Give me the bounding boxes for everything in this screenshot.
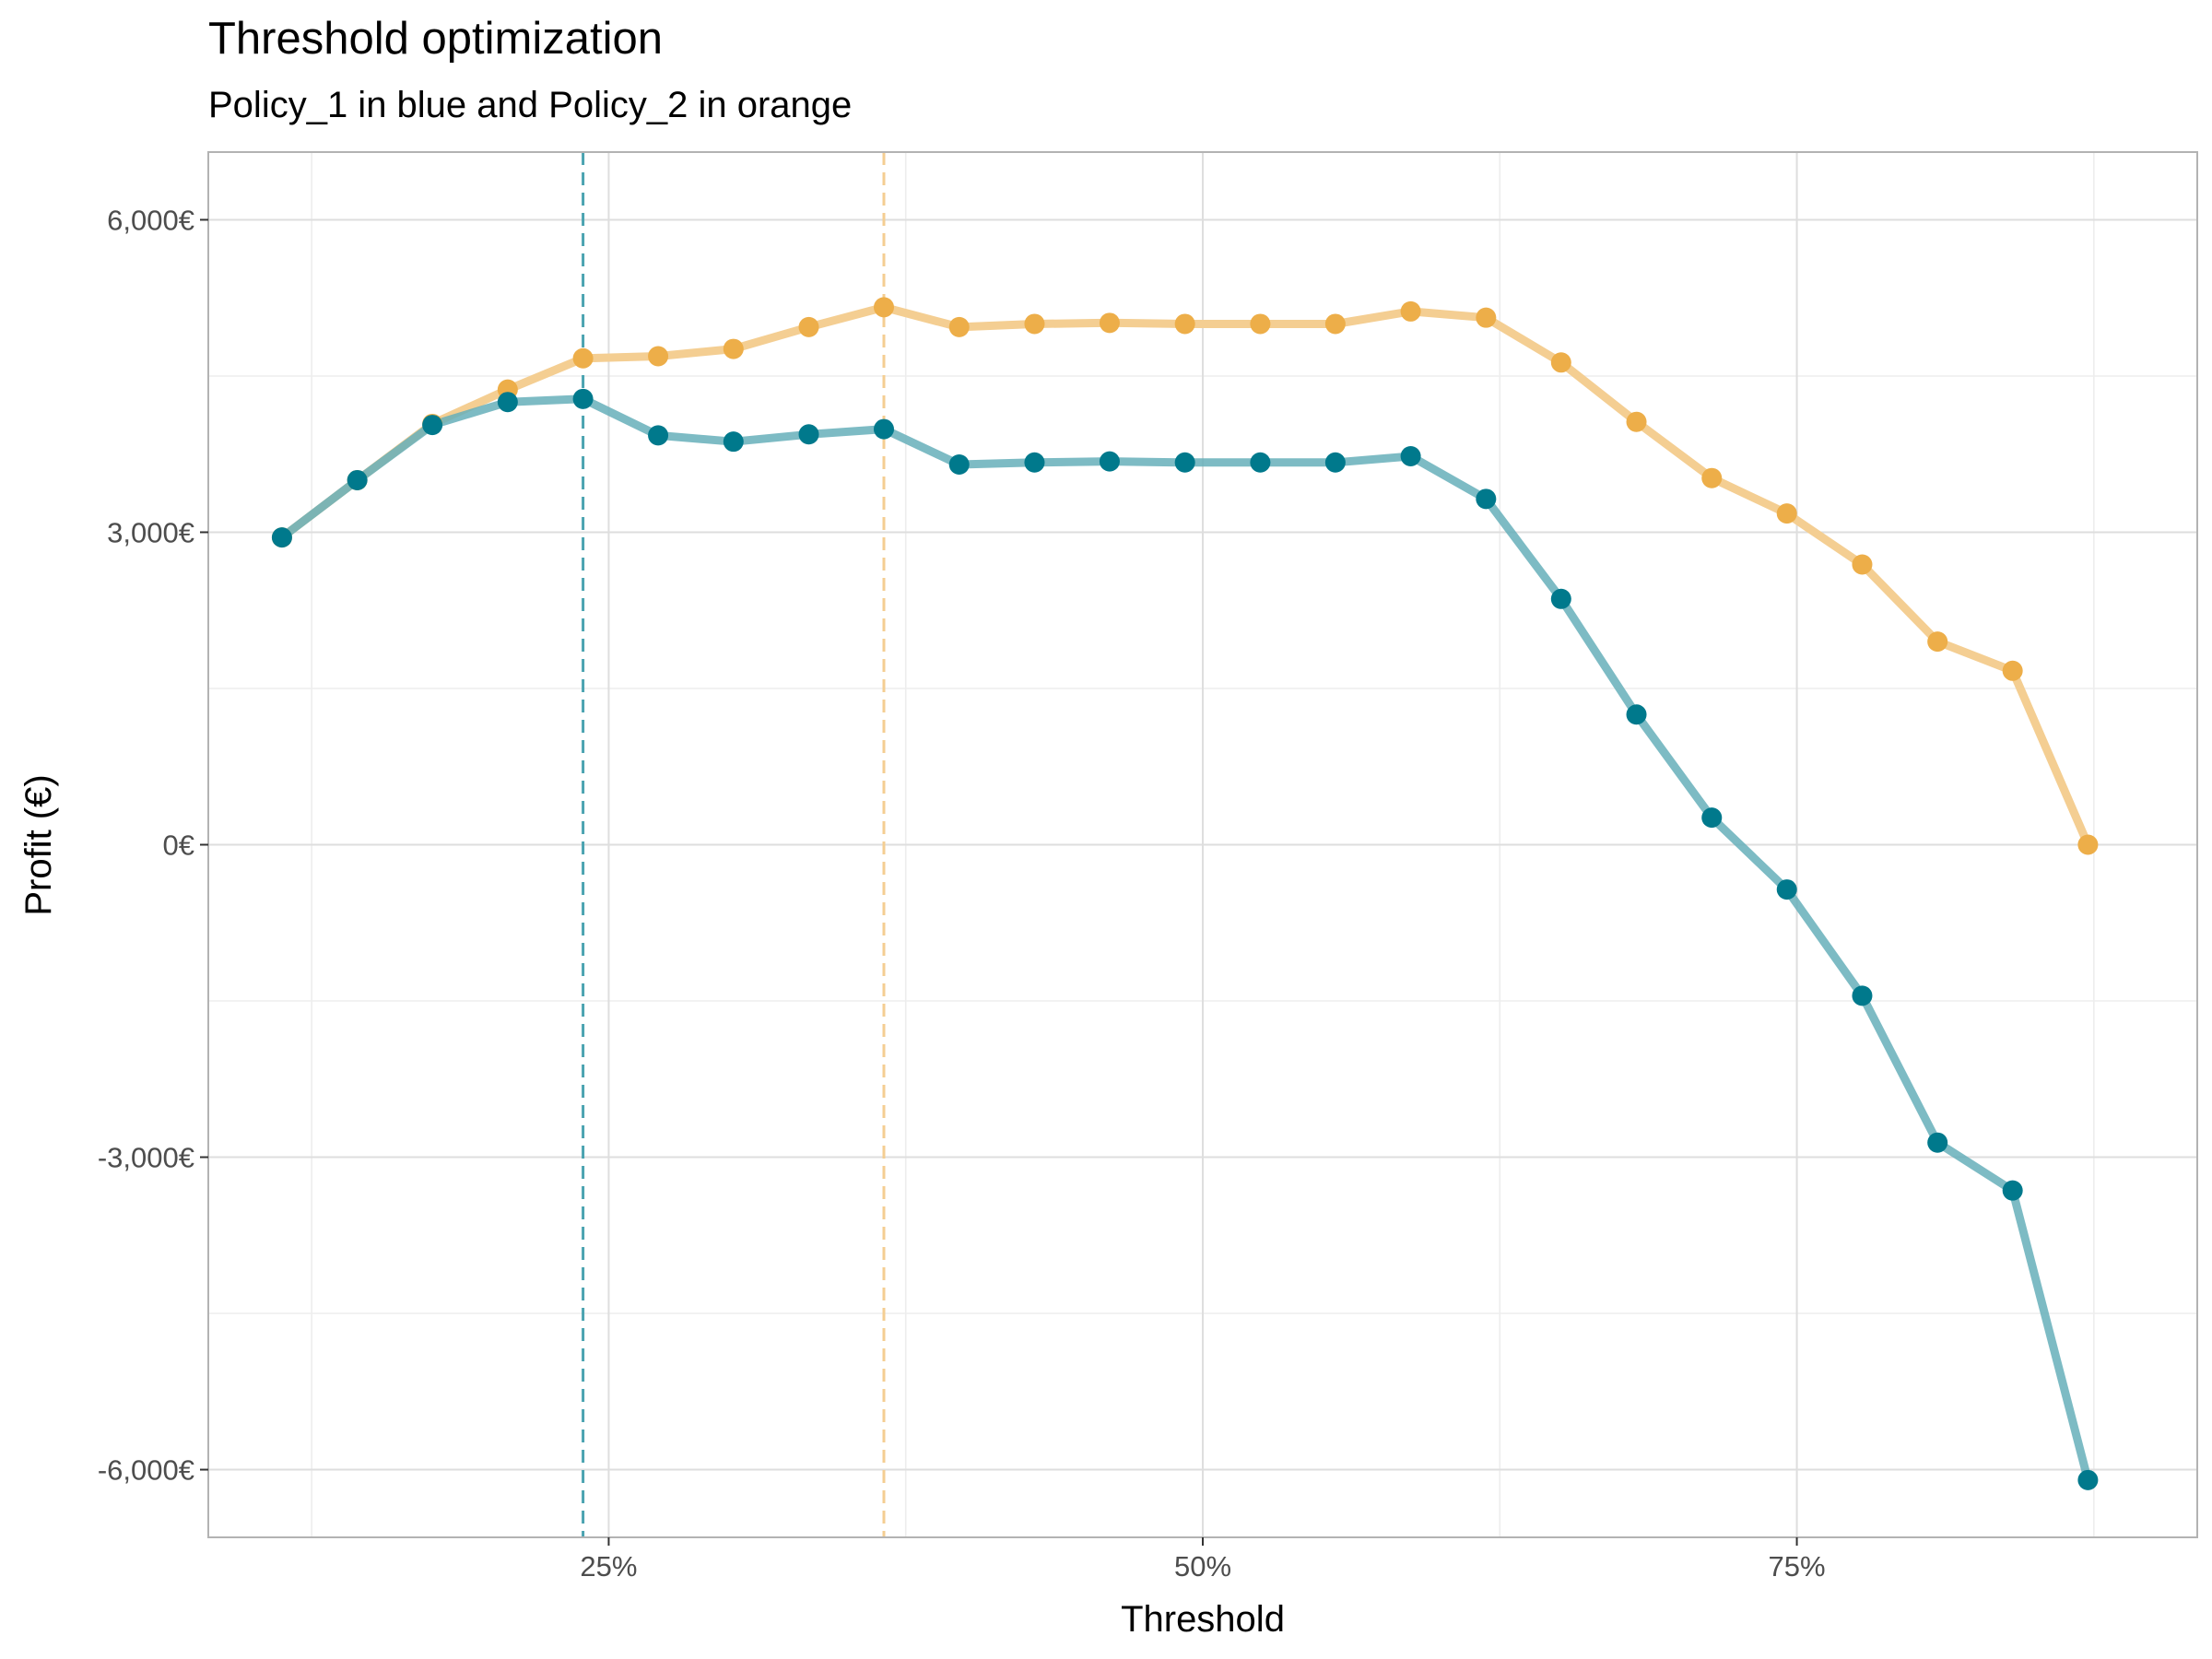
chart-subtitle: Policy_1 in blue and Policy_2 in orange xyxy=(208,85,853,125)
data-point-policy-1 xyxy=(497,392,518,413)
y-tick-label: 3,000€ xyxy=(107,516,194,548)
data-point-policy-2 xyxy=(1324,313,1346,335)
data-point-policy-1 xyxy=(1324,452,1346,473)
data-point-policy-1 xyxy=(948,454,970,476)
data-point-policy-2 xyxy=(1174,313,1195,335)
data-point-policy-2 xyxy=(1927,631,1948,653)
y-tick-label: -6,000€ xyxy=(98,1454,194,1487)
data-point-policy-1 xyxy=(1852,985,1873,1006)
data-point-policy-1 xyxy=(1701,807,1723,829)
data-point-policy-2 xyxy=(1400,300,1421,322)
x-axis: 25% 50% 75% xyxy=(580,1537,1826,1583)
y-axis: -6,000€ -3,000€ 0€ 3,000€ 6,000€ xyxy=(98,204,208,1487)
data-point-policy-2 xyxy=(1626,411,1647,432)
data-point-policy-1 xyxy=(873,418,894,440)
data-point-policy-2 xyxy=(2077,834,2099,855)
data-point-policy-2 xyxy=(2002,660,2023,681)
data-point-policy-1 xyxy=(1927,1132,1948,1153)
threshold-lines xyxy=(582,152,886,1537)
data-point-policy-1 xyxy=(1776,879,1797,900)
y-tick-label: -3,000€ xyxy=(98,1142,194,1174)
data-point-policy-2 xyxy=(1776,503,1797,524)
data-point-policy-1 xyxy=(1174,452,1195,473)
data-point-policy-1 xyxy=(2002,1180,2023,1201)
data-point-policy-1 xyxy=(347,469,368,490)
data-point-policy-2 xyxy=(572,347,594,369)
x-tick-label: 75% xyxy=(1769,1550,1826,1583)
data-point-policy-1 xyxy=(2077,1469,2099,1490)
series-points xyxy=(271,297,2099,1490)
data-point-policy-1 xyxy=(1099,451,1120,472)
data-point-policy-1 xyxy=(1024,452,1045,473)
data-point-policy-1 xyxy=(271,527,292,548)
data-point-policy-2 xyxy=(723,338,744,359)
x-tick-label: 50% xyxy=(1174,1550,1231,1583)
data-point-policy-1 xyxy=(723,431,744,453)
data-point-policy-1 xyxy=(648,425,669,446)
y-tick-label: 0€ xyxy=(163,830,194,862)
major-gridlines xyxy=(208,152,2197,1537)
data-point-policy-1 xyxy=(1400,445,1421,466)
data-point-policy-2 xyxy=(1024,313,1045,335)
x-axis-title: Threshold xyxy=(1121,1599,1285,1640)
data-point-policy-1 xyxy=(1550,588,1571,609)
x-tick-label: 25% xyxy=(580,1550,637,1583)
data-point-policy-1 xyxy=(1626,704,1647,725)
data-point-policy-2 xyxy=(1250,313,1271,335)
data-point-policy-2 xyxy=(648,346,669,367)
data-point-policy-2 xyxy=(873,297,894,318)
data-point-policy-2 xyxy=(1852,554,1873,575)
data-point-policy-1 xyxy=(798,424,819,445)
chart-title: Threshold optimization xyxy=(208,14,663,64)
data-point-policy-1 xyxy=(1250,452,1271,473)
y-tick-label: 6,000€ xyxy=(107,204,194,236)
data-point-policy-2 xyxy=(948,316,970,337)
data-point-policy-2 xyxy=(1476,307,1497,328)
data-point-policy-1 xyxy=(1476,488,1497,510)
plot-panel xyxy=(207,151,2198,1538)
data-point-policy-2 xyxy=(1099,312,1120,334)
y-axis-title: Profit (€) xyxy=(18,774,59,915)
data-point-policy-1 xyxy=(422,415,443,436)
data-point-policy-2 xyxy=(1701,467,1723,488)
data-point-policy-2 xyxy=(798,316,819,337)
data-point-policy-2 xyxy=(1550,352,1571,373)
data-point-policy-1 xyxy=(572,388,594,409)
